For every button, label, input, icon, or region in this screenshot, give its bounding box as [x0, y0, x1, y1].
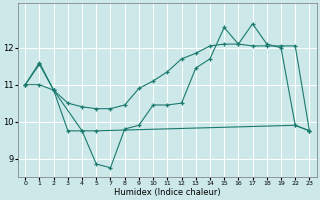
- X-axis label: Humidex (Indice chaleur): Humidex (Indice chaleur): [114, 188, 221, 197]
